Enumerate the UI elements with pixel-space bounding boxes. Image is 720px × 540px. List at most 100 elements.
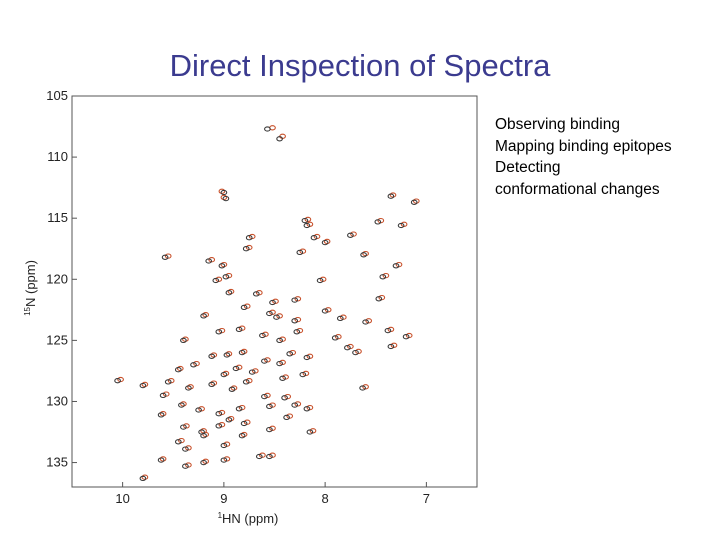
reference-peak [225,417,233,423]
reference-peak [306,429,314,435]
reference-peak [276,337,283,344]
bullet-list: Observing binding Mapping binding epitop… [495,114,672,200]
axis-ticks: 10 9 8 7 105 110 115 120 125 130 135 [46,88,430,506]
reference-peak [402,334,410,340]
reference-peak [161,254,169,260]
reference-peak [182,446,189,452]
reference-peak [114,378,121,384]
reference-peak [238,349,246,356]
reference-peak [387,343,395,350]
reference-peak [215,423,223,429]
reference-peak [242,379,250,385]
reference-peak [301,217,309,224]
reference-peak [283,414,290,421]
reference-peak [303,222,311,229]
reference-peak [397,222,405,229]
reference-peak [261,358,268,364]
reference-peak [255,453,263,460]
reference-peak [296,249,304,256]
reference-peak [248,369,256,375]
reference-peak [299,371,307,378]
reference-peak [291,402,299,408]
y-axis-label-text: N (ppm) [23,260,38,307]
reference-peak [240,304,248,311]
reference-peak [240,420,248,427]
reference-peak [180,424,187,430]
reference-peak [200,459,207,466]
reference-peak [336,315,344,322]
reference-peak [352,349,359,356]
reference-peak [228,386,236,392]
reference-peak [252,291,260,297]
reference-peak [220,371,228,378]
bullet-item: Observing binding [495,116,620,133]
plot-frame [71,95,478,488]
reference-peak [208,353,216,359]
reference-peak [360,252,367,258]
reference-peak [235,326,243,333]
reference-peak [375,296,383,302]
reference-peak [392,263,400,269]
reference-peak [220,442,228,449]
reference-peak [293,329,301,335]
reference-peak [205,258,213,264]
bullet-item: Detecting [495,159,561,176]
reference-peak [331,335,339,341]
y-axis-label-superscript: 15 [23,306,32,315]
reference-peak [387,193,395,199]
reference-peak [266,310,273,317]
reference-peak [266,453,273,460]
reference-peak [384,327,392,334]
reference-peak [321,308,329,314]
reference-peak [190,362,197,368]
reference-peak [235,406,243,412]
reference-peak [180,337,187,344]
reference-peak [379,274,387,280]
reference-peak [223,352,231,358]
reference-peak [159,392,167,399]
reference-peak [347,232,354,238]
y-axis-label: 15N (ppm) [23,260,38,316]
reference-peak [321,239,329,246]
y-tick-label: 135 [46,455,68,470]
y-tick-label: 130 [46,393,68,408]
reference-peak [286,351,294,357]
reference-peak [303,354,311,361]
reference-peak [212,277,220,284]
reference-peak [220,189,228,196]
reference-peak [195,407,202,413]
reference-peak [174,367,182,373]
reference-peak [232,365,240,372]
bullet-item: conformational changes [495,180,660,198]
peak-points [114,125,420,482]
reference-peak [200,433,207,439]
reference-peak [362,319,369,325]
reference-peak [276,360,283,367]
reference-peak [218,263,226,269]
x-tick-label: 7 [423,491,430,506]
reference-peak [374,219,382,225]
reference-peak [303,406,311,412]
y-tick-label: 125 [46,332,68,347]
reference-peak [157,457,165,463]
reference-peak [281,395,288,401]
reference-peak [215,411,223,417]
reference-peak [273,314,280,320]
y-tick-label: 110 [47,149,68,164]
reference-peak [344,345,351,351]
reference-peak [222,195,230,202]
reference-peak [264,126,271,132]
x-axis-label: 1HN (ppm) [218,511,279,526]
reference-peak [157,412,165,418]
reference-peak [238,433,246,439]
reference-peak [139,382,147,389]
reference-peak [208,381,216,388]
reference-peak [359,385,366,391]
x-axis-label-text: HN (ppm) [222,511,278,526]
reference-peak [269,299,276,306]
reference-peak [279,375,286,381]
reference-peak [182,463,189,469]
reference-peak [222,274,230,280]
x-tick-label: 8 [322,491,329,506]
